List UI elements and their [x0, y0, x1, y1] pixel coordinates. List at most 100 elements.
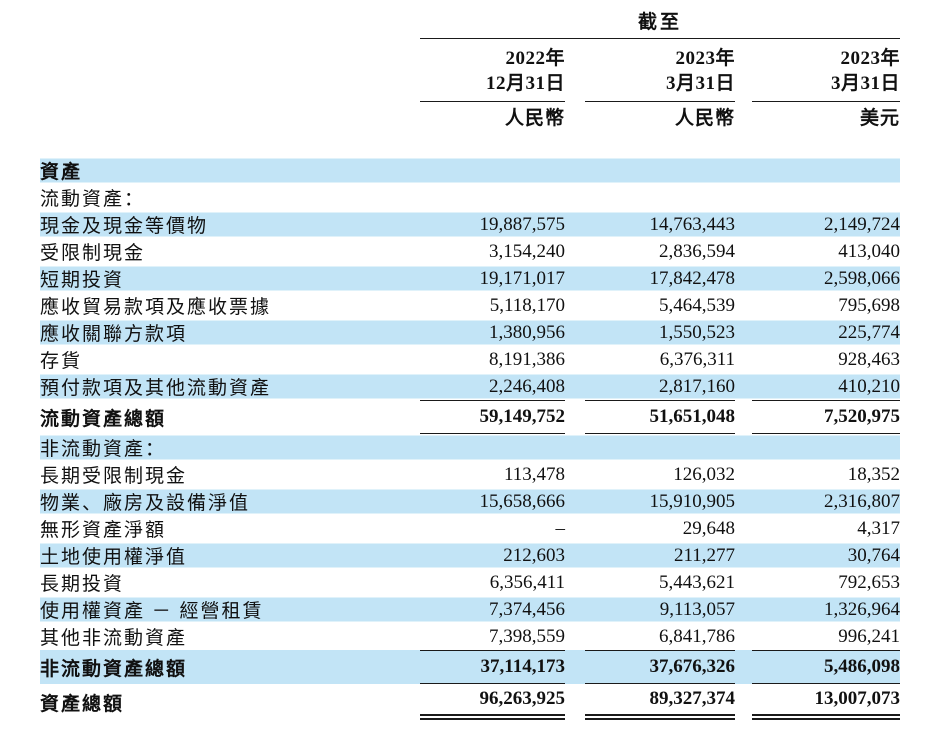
table-row-7: 存貨 8,191,386 6,376,311 928,463: [40, 346, 900, 373]
value-2023-03-31-rmb: 29,648: [682, 517, 735, 539]
table-row-0: 資產: [40, 157, 900, 184]
value-2023-03-31-usd: 30,764: [847, 544, 900, 566]
value-2023-03-31-rmb: 6,376,311: [659, 348, 735, 370]
table-row-11: 長期受限制現金 113,478 126,032 18,352: [40, 461, 900, 488]
value-2023-03-31-rmb: 6,841,786: [659, 625, 735, 647]
value-2022-12-31-rmb: 19,887,575: [479, 213, 566, 235]
row-label: 其他非流動資產: [40, 628, 188, 649]
value-2023-03-31-usd: 2,316,807: [824, 490, 900, 512]
as-of-label: 截至: [637, 12, 682, 33]
column-gap: [735, 211, 752, 238]
value-2023-03-31-usd: 18,352: [847, 463, 900, 485]
table-row-17: 其他非流動資產 7,398,559 6,841,786 996,241: [40, 623, 900, 650]
value-2023-03-31-usd: 13,007,073: [752, 684, 900, 720]
column-gap: [735, 684, 752, 720]
table-row-6: 應收關聯方款項 1,380,956 1,550,523 225,774: [40, 319, 900, 346]
value-2022-12-31-rmb: 5,118,170: [489, 294, 565, 316]
value-2023-03-31-rmb: 1,550,523: [659, 321, 735, 343]
row-label: 長期投資: [40, 574, 125, 595]
row-label: 使用權資產 － 經營租賃: [40, 601, 264, 622]
value-2022-12-31-rmb: 19,171,017: [479, 267, 566, 289]
value-2023-03-31-usd: 4,317: [857, 517, 900, 539]
table-row-18: 非流動資產總額 37,114,173 37,676,326 5,486,098: [40, 650, 900, 684]
value-2023-03-31-rmb: 2,817,160: [659, 375, 735, 397]
value-2023-03-31-rmb: [585, 157, 735, 184]
value-2023-03-31-rmb: 15,910,905: [649, 490, 736, 512]
column-gap: [735, 400, 752, 434]
value-2023-03-31-usd: 7,520,975: [752, 400, 900, 434]
value-2022-12-31-rmb: 96,263,925: [420, 684, 565, 720]
row-label: 存貨: [40, 351, 83, 372]
value-2023-03-31-usd: 928,463: [838, 348, 900, 370]
table-row-8: 預付款項及其他流動資產 2,246,408 2,817,160 410,210: [40, 373, 900, 400]
table-header: 截至 2022年 12月31日 2023年 3月31日 2023年 3月31日 …: [40, 10, 900, 131]
value-2022-12-31-rmb: 3,154,240: [489, 240, 565, 262]
value-2023-03-31-usd: 225,774: [838, 321, 900, 343]
column-gap: [565, 515, 585, 542]
row-label: 短期投資: [40, 270, 125, 291]
value-2023-03-31-usd: 2,598,066: [824, 267, 900, 289]
table-row-16: 使用權資產 － 經營租賃 7,374,456 9,113,057 1,326,9…: [40, 596, 900, 623]
column-underline: [752, 101, 900, 102]
table-row-1: 流動資產：: [40, 184, 900, 211]
as-of-underline: [420, 38, 900, 39]
value-2022-12-31-rmb: 59,149,752: [420, 400, 565, 434]
row-label: 現金及現金等價物: [40, 216, 209, 237]
column-gap: [565, 265, 585, 292]
column-gap: [735, 461, 752, 488]
row-label: 土地使用權淨值: [40, 547, 188, 568]
column-gap: [565, 184, 585, 211]
value-2023-03-31-rmb: 51,651,048: [585, 400, 735, 434]
value-2023-03-31-usd: 996,241: [838, 625, 900, 647]
column-gap: [565, 542, 585, 569]
row-label: 應收貿易款項及應收票據: [40, 297, 272, 318]
column-gap: [565, 319, 585, 346]
value-2023-03-31-rmb: 5,443,621: [659, 571, 735, 593]
table-row-15: 長期投資 6,356,411 5,443,621 792,653: [40, 569, 900, 596]
column-gap: [565, 488, 585, 515]
value-2023-03-31-usd: 5,486,098: [752, 650, 900, 684]
column-year: 2023年: [840, 48, 900, 69]
row-label: 預付款項及其他流動資產: [40, 378, 272, 399]
column-header-2023-03-31-usd: 2023年 3月31日: [752, 39, 900, 101]
currency-label-rmb: 人民幣: [674, 108, 735, 129]
column-date: 3月31日: [830, 73, 900, 94]
column-gap: [735, 319, 752, 346]
column-gap: [565, 238, 585, 265]
balance-sheet-table: 資產 流動資產： 現金及現金等價物 19,887,575 14,763,443 …: [40, 157, 900, 720]
column-gap: [735, 488, 752, 515]
value-2022-12-31-rmb: [420, 184, 565, 211]
row-label: 受限制現金: [40, 243, 146, 264]
row-label: 流動資產：: [40, 189, 146, 210]
column-gap: [565, 650, 585, 684]
currency-label-usd: 美元: [859, 108, 900, 129]
value-2022-12-31-rmb: 8,191,386: [489, 348, 565, 370]
column-gap: [565, 292, 585, 319]
row-label: 資產總額: [40, 693, 125, 715]
column-gap: [565, 157, 585, 184]
column-gap: [735, 596, 752, 623]
column-gap: [565, 400, 585, 434]
value-2022-12-31-rmb: 6,356,411: [489, 571, 565, 593]
column-gap: [565, 596, 585, 623]
column-gap: [735, 292, 752, 319]
row-label: 資產: [40, 162, 83, 183]
table-row-19: 資產總額 96,263,925 89,327,374 13,007,073: [40, 684, 900, 720]
column-gap: [565, 461, 585, 488]
table-row-9: 流動資產總額 59,149,752 51,651,048 7,520,975: [40, 400, 900, 434]
value-2023-03-31-rmb: 17,842,478: [649, 267, 736, 289]
column-gap: [735, 238, 752, 265]
row-label: 物業、廠房及設備淨值: [40, 493, 251, 514]
value-2023-03-31-rmb: 37,676,326: [585, 650, 735, 684]
value-2023-03-31-usd: 413,040: [838, 240, 900, 262]
value-2023-03-31-rmb: 5,464,539: [659, 294, 735, 316]
value-2023-03-31-rmb: [585, 434, 735, 461]
value-2023-03-31-rmb: 2,836,594: [659, 240, 735, 262]
column-gap: [565, 346, 585, 373]
row-label: 無形資產淨額: [40, 520, 167, 541]
column-year: 2023年: [675, 48, 735, 69]
value-2023-03-31-rmb: 14,763,443: [649, 213, 736, 235]
row-label: 長期受限制現金: [40, 466, 188, 487]
table-row-13: 無形資產淨額 – 29,648 4,317: [40, 515, 900, 542]
value-2023-03-31-rmb: 89,327,374: [585, 684, 735, 720]
